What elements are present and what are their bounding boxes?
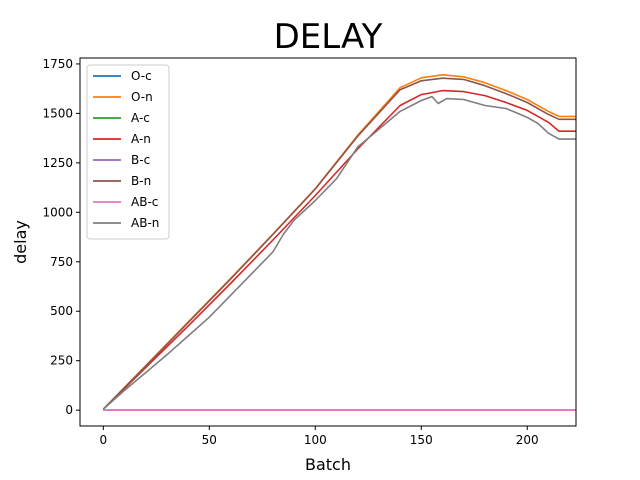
legend-label: AB-c xyxy=(131,195,158,209)
x-tick-label: 150 xyxy=(410,433,433,447)
legend-label: AB-n xyxy=(131,216,159,230)
y-tick-label: 1250 xyxy=(42,156,73,170)
legend-label: A-c xyxy=(131,111,150,125)
legend-label: A-n xyxy=(131,132,151,146)
y-tick-label: 1000 xyxy=(42,205,73,219)
series-line-o-n xyxy=(102,74,576,410)
y-tick-label: 750 xyxy=(50,255,73,269)
y-tick-label: 1750 xyxy=(42,57,73,71)
x-tick-label: 100 xyxy=(304,433,327,447)
series-lines xyxy=(102,74,576,411)
series-line-ab-n xyxy=(102,95,576,410)
y-tick-label: 0 xyxy=(65,403,73,417)
x-axis-label: Batch xyxy=(305,455,351,474)
y-tick-label: 250 xyxy=(50,354,73,368)
y-tick-label: 1500 xyxy=(42,106,73,120)
legend-box xyxy=(86,64,170,240)
x-tick-label: 50 xyxy=(202,433,217,447)
x-tick-label: 200 xyxy=(516,433,539,447)
y-tick-label: 500 xyxy=(50,304,73,318)
series-line-a-n xyxy=(102,89,576,410)
x-axis-ticks: 0 50 100 150 200 xyxy=(99,426,539,447)
y-axis-label: delay xyxy=(11,220,30,264)
legend-label: O-c xyxy=(131,69,152,83)
plot-frame xyxy=(79,57,577,427)
x-tick-label: 0 xyxy=(99,433,107,447)
series-line-b-n xyxy=(102,77,576,410)
y-axis-ticks: 0 250 500 750 1000 1250 1500 1750 xyxy=(42,57,80,417)
chart-title: DELAY xyxy=(274,17,383,57)
legend-label: B-n xyxy=(131,174,151,188)
legend: O-c O-n A-c A-n B-c B-n AB-c AB-n xyxy=(86,64,170,240)
legend-label: O-n xyxy=(131,90,153,104)
legend-label: B-c xyxy=(131,153,150,167)
